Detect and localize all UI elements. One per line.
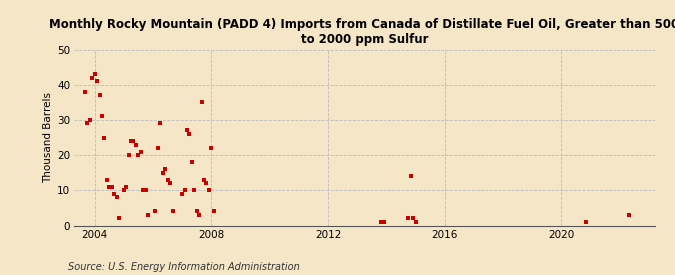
Point [160,167,171,171]
Point [405,174,416,178]
Point [131,142,142,147]
Point [209,209,219,214]
Point [87,75,98,80]
Point [179,188,190,192]
Point [177,192,188,196]
Point [121,185,132,189]
Point [192,209,202,214]
Point [403,216,414,221]
Point [186,160,197,164]
Point [138,188,148,192]
Point [196,100,207,104]
Point [182,128,192,133]
Point [198,178,209,182]
Point [153,146,163,150]
Point [111,195,122,200]
Point [128,139,139,143]
Point [140,188,151,192]
Point [82,121,92,126]
Point [124,153,134,157]
Point [109,192,119,196]
Point [136,149,146,154]
Point [184,132,195,136]
Point [408,216,418,221]
Point [167,209,178,214]
Point [95,93,105,97]
Point [142,213,153,217]
Y-axis label: Thousand Barrels: Thousand Barrels [43,92,53,183]
Point [150,209,161,214]
Point [80,90,90,94]
Point [106,185,117,189]
Point [624,213,634,217]
Point [580,220,591,224]
Point [89,72,100,76]
Point [204,188,215,192]
Point [84,118,95,122]
Point [118,188,129,192]
Point [101,178,112,182]
Point [206,146,217,150]
Point [410,220,421,224]
Point [113,216,124,221]
Point [126,139,136,143]
Point [201,181,212,185]
Point [189,188,200,192]
Point [92,79,103,83]
Point [376,220,387,224]
Point [165,181,176,185]
Point [155,121,165,126]
Point [157,170,168,175]
Point [133,153,144,157]
Point [379,220,389,224]
Title: Monthly Rocky Mountain (PADD 4) Imports from Canada of Distillate Fuel Oil, Grea: Monthly Rocky Mountain (PADD 4) Imports … [49,18,675,46]
Point [99,135,110,140]
Point [97,114,107,119]
Point [162,178,173,182]
Point [194,213,205,217]
Point [104,185,115,189]
Text: Source: U.S. Energy Information Administration: Source: U.S. Energy Information Administ… [68,262,299,272]
